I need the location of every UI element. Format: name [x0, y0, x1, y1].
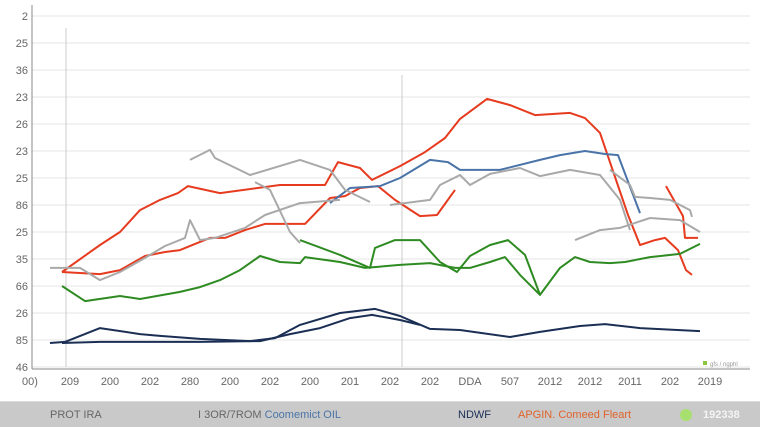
legend-item-2[interactable]: I 3OR/7ROM Coomemict OIL — [198, 409, 341, 421]
series-line-7 — [389, 167, 631, 231]
series-line-13 — [61, 313, 421, 344]
legend-bar: PROT IRA I 3OR/7ROM Coomemict OIL NDWF A… — [0, 401, 760, 427]
x-tick-label: 201 — [341, 376, 359, 388]
series-line-8 — [574, 217, 701, 242]
y-tick-label: 25 — [16, 38, 28, 50]
legend-item-1[interactable]: PROT IRA — [50, 409, 102, 421]
x-tick-label: 2019 — [698, 376, 722, 388]
y-tick-label: 85 — [16, 335, 28, 347]
series-line-10 — [61, 243, 701, 303]
series-line-5 — [189, 148, 371, 203]
legend-item-2-prefix: I 3OR/7ROM — [198, 409, 265, 421]
legend-item-2-suffix: Coomemict OIL — [264, 409, 342, 421]
series-lines — [49, 97, 701, 344]
x-tick-label: 2012 — [578, 376, 602, 388]
x-tick-label: 200 — [101, 376, 119, 388]
status-dot-icon — [680, 409, 692, 421]
y-tick-label: 86 — [16, 200, 28, 212]
x-tick-label: 202 — [381, 376, 399, 388]
y-tick-label: 26 — [16, 308, 28, 320]
x-tick-label: 507 — [501, 376, 519, 388]
x-tick-label: 202 — [141, 376, 159, 388]
series-line-11 — [299, 239, 541, 296]
legend-item-4[interactable]: APGIN. Comeed Fleart — [518, 409, 632, 421]
series-line-12 — [49, 307, 701, 344]
x-tick-label: 209 — [61, 376, 79, 388]
series-line-0 — [61, 97, 693, 276]
x-tick-label: 280 — [181, 376, 199, 388]
y-tick-label: 23 — [16, 146, 28, 158]
y-tick-label: 46 — [16, 362, 28, 374]
y-tick-label: 23 — [16, 92, 28, 104]
line-chart: 46 85 26 66 35 25 86 25 23 26 23 36 25 2 00) 209 200 202… — [16, 5, 750, 388]
mini-legend-label: gfs / ngphl — [710, 362, 738, 368]
y-tick-label: 26 — [16, 119, 28, 131]
x-tick-label: DDA — [458, 376, 482, 388]
x-tick-label: 200 — [221, 376, 239, 388]
legend-item-3[interactable]: NDWF — [458, 409, 491, 421]
reference-lines — [65, 28, 403, 367]
mini-legend: gfs / ngphl — [703, 361, 738, 368]
y-tick-label: 35 — [16, 254, 28, 266]
y-tick-label: 25 — [16, 173, 28, 185]
legend-item-5: 192338 — [703, 409, 740, 421]
series-line-6 — [254, 181, 301, 244]
y-tick-label: 36 — [16, 65, 28, 77]
y-tick-label: 25 — [16, 227, 28, 239]
mini-legend-swatch — [703, 361, 707, 365]
x-tick-label: 00) — [22, 376, 38, 388]
series-line-9 — [609, 169, 693, 218]
x-tick-label: 202 — [261, 376, 279, 388]
x-tick-label: 2012 — [538, 376, 562, 388]
y-tick-label: 2 — [22, 11, 28, 23]
x-tick-label: 202 — [421, 376, 439, 388]
y-tick-label: 66 — [16, 281, 28, 293]
series-line-3 — [329, 150, 641, 214]
x-tick-label: 200 — [301, 376, 319, 388]
x-tick-label: 202 — [661, 376, 679, 388]
gridlines — [32, 15, 750, 368]
series-line-4 — [50, 198, 341, 282]
x-tick-label: 2011 — [618, 376, 642, 388]
series-line-2 — [665, 185, 698, 239]
y-tick-labels: 46 85 26 66 35 25 86 25 23 26 23 36 25 2 — [16, 11, 28, 374]
x-tick-labels: 00) 209 200 202 280 200 202 200 201 202 202 DDA 507 2… — [22, 376, 722, 388]
